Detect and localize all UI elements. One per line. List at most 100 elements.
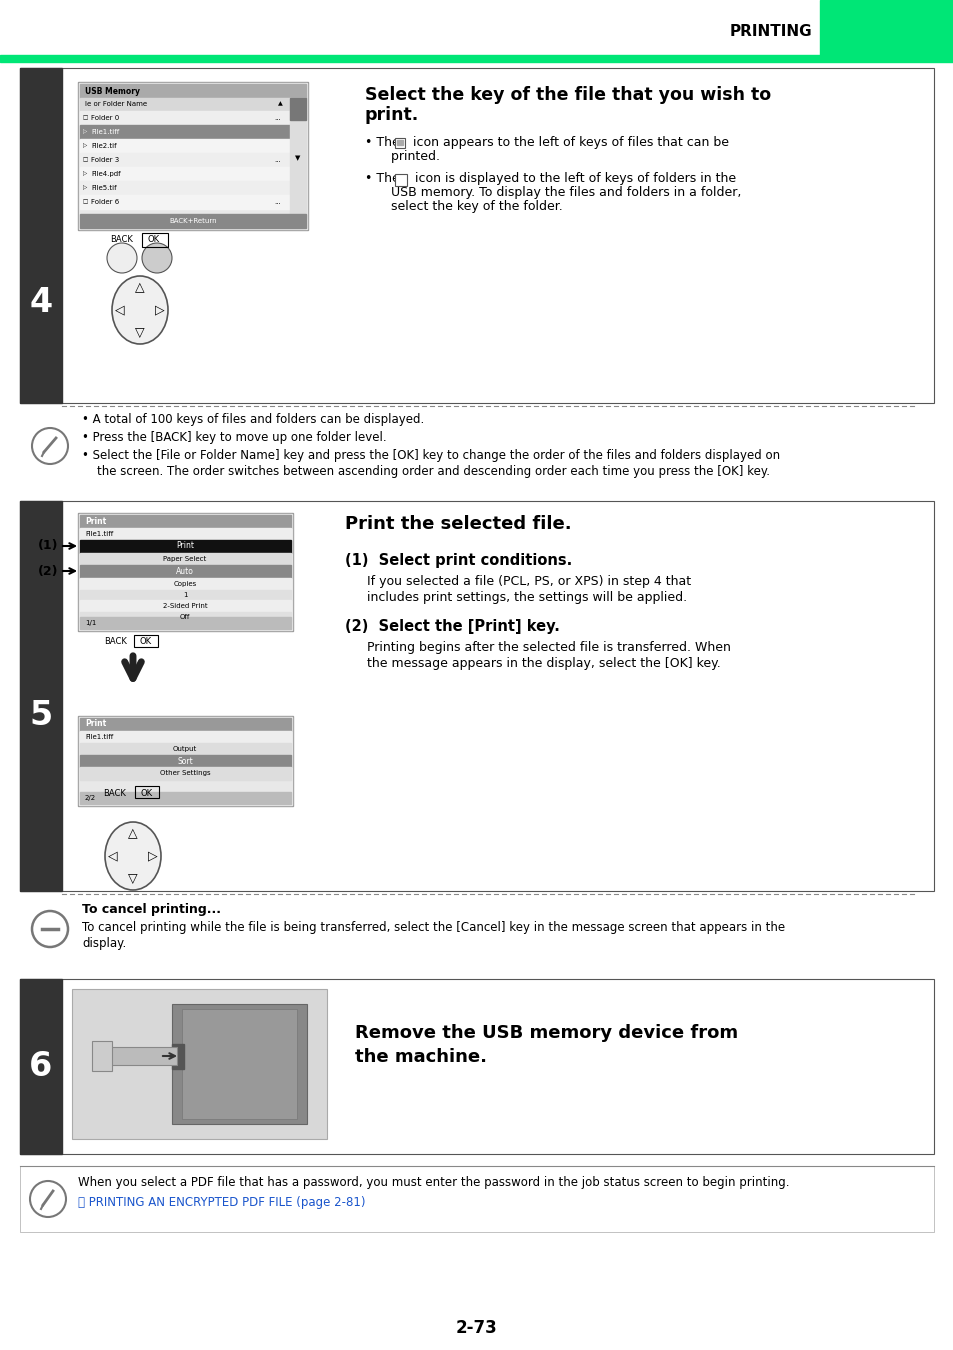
Text: To cancel printing...: To cancel printing... — [82, 903, 221, 917]
Bar — [80, 599, 291, 612]
Text: □: □ — [83, 116, 89, 120]
Text: ▷: ▷ — [83, 143, 87, 148]
Bar — [102, 1048, 177, 1065]
Bar — [182, 1008, 296, 1119]
Text: Select the key of the file that you wish to: Select the key of the file that you wish… — [365, 86, 770, 104]
Text: ▼: ▼ — [295, 155, 300, 161]
Bar — [80, 554, 291, 566]
Bar — [80, 215, 306, 228]
Bar — [135, 786, 159, 798]
Bar — [20, 68, 933, 404]
Text: File1.tiff: File1.tiff — [91, 130, 119, 135]
Text: OK: OK — [140, 636, 152, 645]
Text: □: □ — [83, 158, 89, 162]
Text: ▷: ▷ — [83, 185, 87, 190]
Text: File2.tif: File2.tif — [91, 143, 116, 148]
Bar — [80, 743, 291, 755]
Bar — [80, 139, 290, 153]
Ellipse shape — [105, 822, 161, 890]
Text: File1.tiff: File1.tiff — [85, 734, 113, 740]
Text: 5: 5 — [30, 699, 52, 732]
Bar — [20, 1166, 933, 1233]
Bar — [290, 99, 306, 120]
Text: BACK+Return: BACK+Return — [169, 217, 216, 224]
Text: ⎙ PRINTING AN ENCRYPTED PDF FILE (page 2-81): ⎙ PRINTING AN ENCRYPTED PDF FILE (page 2… — [78, 1196, 365, 1210]
Text: (1): (1) — [38, 540, 58, 552]
Text: the machine.: the machine. — [355, 1048, 486, 1067]
Text: To cancel printing while the file is being transferred, select the [Cancel] key : To cancel printing while the file is bei… — [82, 921, 784, 934]
Bar — [0, 0, 820, 55]
Text: Copies: Copies — [173, 580, 196, 587]
Text: ▽: ▽ — [135, 325, 145, 339]
Text: ◁: ◁ — [108, 849, 117, 863]
Bar — [20, 68, 62, 404]
Text: (2): (2) — [38, 564, 58, 578]
Bar — [396, 140, 402, 144]
Text: Folder 6: Folder 6 — [91, 198, 119, 205]
Text: • A total of 100 keys of files and folders can be displayed.: • A total of 100 keys of files and folde… — [82, 413, 424, 427]
Text: L: L — [292, 101, 295, 107]
Circle shape — [107, 243, 137, 273]
Text: PRINTING: PRINTING — [729, 24, 811, 39]
Bar — [80, 111, 290, 126]
Text: Off: Off — [179, 614, 190, 620]
Text: icon appears to the left of keys of files that can be: icon appears to the left of keys of file… — [409, 136, 728, 148]
Text: 2-73: 2-73 — [456, 1319, 497, 1336]
Text: ▲: ▲ — [277, 101, 282, 107]
Text: △: △ — [128, 828, 137, 841]
Bar — [78, 716, 293, 806]
Text: ▷: ▷ — [155, 304, 165, 316]
Text: 1: 1 — [183, 593, 187, 598]
Text: Output: Output — [172, 747, 197, 752]
Text: Print: Print — [85, 517, 106, 525]
Text: BACK: BACK — [104, 790, 127, 798]
Text: 1/1: 1/1 — [85, 620, 96, 626]
Text: the screen. The order switches between ascending order and descending order each: the screen. The order switches between a… — [82, 464, 769, 478]
Bar — [80, 612, 291, 622]
Text: • Select the [File or Folder Name] key and press the [OK] key to change the orde: • Select the [File or Folder Name] key a… — [82, 450, 780, 462]
Bar — [80, 167, 290, 181]
Bar — [80, 755, 291, 767]
Text: ...: ... — [274, 198, 280, 205]
Bar — [71, 990, 327, 1139]
Circle shape — [32, 911, 68, 946]
Text: Other Settings: Other Settings — [159, 769, 210, 776]
Text: ▷: ▷ — [148, 849, 157, 863]
Bar — [172, 1004, 307, 1125]
Text: ▷: ▷ — [83, 130, 87, 135]
Text: File1.tiff: File1.tiff — [85, 531, 113, 537]
Bar — [80, 194, 290, 209]
Bar — [91, 1041, 112, 1071]
Bar — [80, 514, 291, 528]
Text: □: □ — [83, 200, 89, 204]
Bar — [20, 979, 62, 1154]
Bar — [20, 979, 933, 1154]
Text: △: △ — [135, 282, 145, 294]
Text: USB memory. To display the files and folders in a folder,: USB memory. To display the files and fol… — [375, 186, 740, 198]
Bar — [80, 590, 291, 599]
Bar — [80, 126, 290, 139]
Text: • Press the [BACK] key to move up one folder level.: • Press the [BACK] key to move up one fo… — [82, 431, 386, 444]
Bar — [79, 717, 292, 805]
Text: Paper Select: Paper Select — [163, 556, 207, 562]
Bar — [20, 892, 933, 965]
Bar — [80, 718, 291, 730]
Text: (1)  Select print conditions.: (1) Select print conditions. — [345, 554, 572, 568]
Ellipse shape — [112, 275, 168, 344]
Bar — [80, 540, 291, 553]
Text: USB Memory: USB Memory — [85, 86, 140, 96]
Text: Folder 0: Folder 0 — [91, 115, 119, 122]
Text: Print: Print — [85, 720, 106, 729]
Text: BACK: BACK — [111, 235, 133, 244]
Text: ...: ... — [274, 115, 280, 122]
Text: • The: • The — [365, 136, 403, 148]
Bar — [0, 55, 953, 62]
Bar — [78, 513, 293, 630]
Bar — [395, 138, 405, 148]
Bar — [80, 566, 291, 578]
Text: OK: OK — [141, 790, 152, 798]
Text: le or Folder Name: le or Folder Name — [85, 101, 147, 107]
Text: Printing begins after the selected file is transferred. When: Printing begins after the selected file … — [367, 641, 730, 653]
Text: 2/2: 2/2 — [85, 795, 96, 801]
Circle shape — [142, 243, 172, 273]
